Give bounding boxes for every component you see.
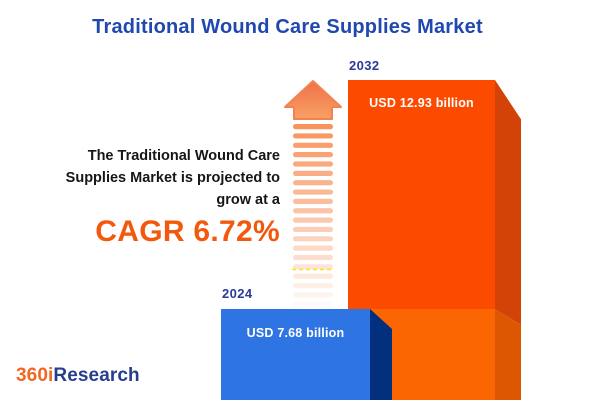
- bar-2032-side-lower: [495, 309, 521, 400]
- summary-line-2: Supplies Market is projected to: [65, 170, 280, 186]
- logo-suffix: Research: [53, 365, 140, 386]
- bar-2032-value-label: USD 12.93 billion: [369, 96, 474, 110]
- bar-2032-year-label: 2032: [349, 58, 380, 73]
- brand-logo: 360iResearch: [16, 365, 140, 387]
- cagr-value: CAGR 6.72%: [95, 215, 280, 248]
- page-title: Traditional Wound Care Supplies Market: [92, 16, 483, 38]
- arrow-stripes: [293, 124, 333, 307]
- bar-2024-front: [221, 309, 370, 400]
- bar-2032-front-upper: [348, 80, 495, 309]
- bar-2024-side: [370, 309, 392, 400]
- bar-2024-year-label: 2024: [222, 286, 253, 301]
- bar-2032-side-upper: [495, 80, 521, 325]
- summary-line-3: grow at a: [216, 192, 280, 208]
- summary-line-1: The Traditional Wound Care: [87, 148, 280, 164]
- bar-2024-value-label: USD 7.68 billion: [246, 326, 345, 340]
- logo-prefix: 360i: [16, 365, 54, 386]
- summary-block: The Traditional Wound Care Supplies Mark…: [10, 145, 280, 250]
- arrow-head: [284, 80, 342, 120]
